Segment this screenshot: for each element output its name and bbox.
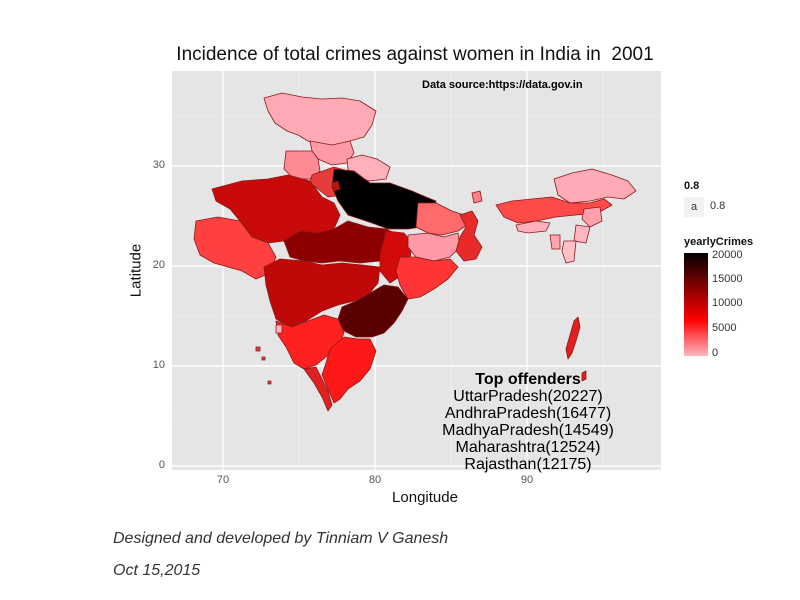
offender-item: Rajasthan(12175) [464,456,592,473]
colorbar-tick-0: 0 [712,347,719,359]
y-tick-10: 10 [152,359,165,371]
state-manipur[interactable] [573,224,591,244]
colorbar [684,253,708,356]
y-axis-label: Latitude [127,243,145,298]
state-jharkhand[interactable] [407,232,461,262]
state-tripura[interactable] [549,234,561,250]
map-panel [172,71,661,470]
offender-item: MadhyaPradesh(14549) [442,422,614,439]
state-bihar[interactable] [415,202,471,236]
colorbar-tick-5000: 5000 [712,322,737,334]
y-tick-0: 0 [158,459,165,471]
state-nagaland[interactable] [581,206,603,228]
alpha-legend-key: a [684,197,704,217]
colorbar-tick-20000: 20000 [712,249,743,261]
state-goa[interactable] [275,324,283,334]
chart-title: Incidence of total crimes against women … [176,44,654,65]
alpha-legend-title: 0.8 [684,180,700,192]
x-tick-90: 90 [520,474,534,486]
state-sikkim[interactable] [471,190,483,204]
state-jammu-kashmir[interactable] [263,92,377,146]
offender-item: Maharashtra(12524) [455,439,601,456]
map-svg [172,71,661,470]
offender-item: UttarPradesh(20227) [453,388,603,405]
state-kerala[interactable] [303,366,333,412]
x-tick-70: 70 [216,474,230,486]
offender-item: AndhraPradesh(16477) [444,405,612,422]
state-gujarat[interactable] [193,216,277,280]
y-tick-30: 30 [152,159,165,171]
x-axis-label: Longitude [392,489,458,506]
state-mizoram[interactable] [561,240,577,264]
colorbar-tick-15000: 15000 [712,273,743,285]
credit-date: Oct 15,2015 [113,562,201,579]
credit-author: Designed and developed by Tinniam V Gane… [113,530,449,547]
islands-nicobar[interactable] [581,370,587,382]
top-offenders-heading: Top offenders [475,371,581,388]
fill-legend-title: yearlyCrimes [684,236,754,248]
y-tick-20: 20 [152,259,165,271]
state-meghalaya[interactable] [515,220,551,234]
state-tamil-nadu[interactable] [321,336,377,404]
data-source-note: Data source:https://data.gov.in [422,79,583,91]
state-assam[interactable] [495,196,613,224]
state-andhra-pradesh[interactable] [337,284,409,338]
state-west-bengal[interactable] [455,210,483,262]
colorbar-tick-10000: 10000 [712,297,743,309]
state-orissa[interactable] [395,256,459,300]
state-arunachal-pradesh[interactable] [553,168,637,204]
alpha-legend-label: 0.8 [710,200,726,212]
x-tick-80: 80 [368,474,382,486]
islands-lakshadweep[interactable] [255,346,272,385]
state-delhi[interactable] [331,180,341,192]
state-andaman-nicobar[interactable] [565,316,581,360]
